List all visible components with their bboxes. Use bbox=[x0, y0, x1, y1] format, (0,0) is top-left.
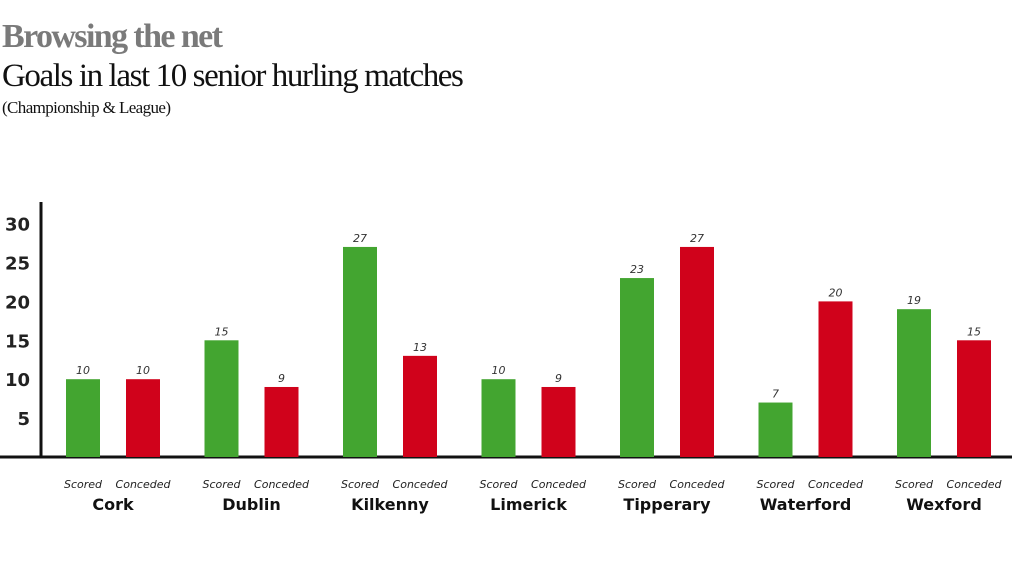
series-label: Conceded bbox=[393, 478, 449, 491]
series-label: Scored bbox=[202, 478, 241, 491]
y-tick-label: 5 bbox=[17, 409, 30, 430]
bar-conceded bbox=[403, 355, 437, 457]
bar-scored bbox=[897, 309, 931, 457]
chart-subtitle: Goals in last 10 senior hurling matches bbox=[2, 58, 464, 94]
data-label: 20 bbox=[829, 286, 843, 299]
bar-scored bbox=[66, 379, 100, 457]
data-label: 10 bbox=[492, 364, 506, 377]
series-label: Scored bbox=[618, 478, 657, 491]
bar-conceded bbox=[541, 386, 576, 457]
y-tick-label: 10 bbox=[5, 370, 30, 391]
category-label: Waterford bbox=[760, 495, 852, 514]
category-label: Wexford bbox=[906, 495, 982, 514]
y-tick-label: 25 bbox=[5, 254, 30, 275]
bar-scored bbox=[620, 278, 654, 457]
bar-scored bbox=[204, 340, 239, 457]
series-label: Scored bbox=[479, 478, 518, 491]
y-tick-label: 15 bbox=[5, 331, 30, 352]
series-label: Conceded bbox=[254, 478, 310, 491]
data-label: 13 bbox=[413, 341, 427, 354]
data-label: 10 bbox=[136, 364, 150, 377]
series-label: Scored bbox=[341, 478, 380, 491]
data-label: 9 bbox=[555, 372, 562, 385]
bar-scored bbox=[343, 246, 377, 457]
series-label: Conceded bbox=[116, 478, 172, 491]
series-label: Scored bbox=[64, 478, 103, 491]
chart-title: Browsing the net bbox=[2, 18, 223, 55]
bar-conceded bbox=[957, 340, 991, 457]
bar-scored bbox=[758, 402, 793, 457]
category-label: Kilkenny bbox=[351, 495, 429, 514]
series-label: Conceded bbox=[947, 478, 1003, 491]
data-label: 15 bbox=[967, 325, 981, 338]
category-label: Cork bbox=[92, 495, 134, 514]
data-label: 19 bbox=[907, 294, 921, 307]
bar-conceded bbox=[680, 246, 714, 457]
series-label: Scored bbox=[756, 478, 795, 491]
category-label: Tipperary bbox=[623, 495, 711, 514]
data-label: 27 bbox=[353, 232, 367, 245]
data-label: 23 bbox=[630, 263, 644, 276]
series-label: Conceded bbox=[808, 478, 864, 491]
data-label: 9 bbox=[278, 372, 285, 385]
data-label: 15 bbox=[215, 325, 229, 338]
y-tick-label: 30 bbox=[5, 215, 30, 236]
data-label: 27 bbox=[690, 232, 704, 245]
category-label: Limerick bbox=[490, 495, 567, 514]
bar-conceded bbox=[818, 301, 853, 457]
y-tick-label: 20 bbox=[5, 292, 30, 313]
series-label: Conceded bbox=[670, 478, 726, 491]
data-label: 7 bbox=[772, 388, 779, 401]
chart-note: (Championship & League) bbox=[2, 98, 171, 117]
series-label: Conceded bbox=[531, 478, 587, 491]
series-label: Scored bbox=[895, 478, 934, 491]
data-label: 10 bbox=[76, 364, 90, 377]
bar-scored bbox=[481, 379, 516, 457]
bar-conceded bbox=[264, 386, 299, 457]
bar-conceded bbox=[126, 379, 160, 457]
category-label: Dublin bbox=[222, 495, 280, 514]
